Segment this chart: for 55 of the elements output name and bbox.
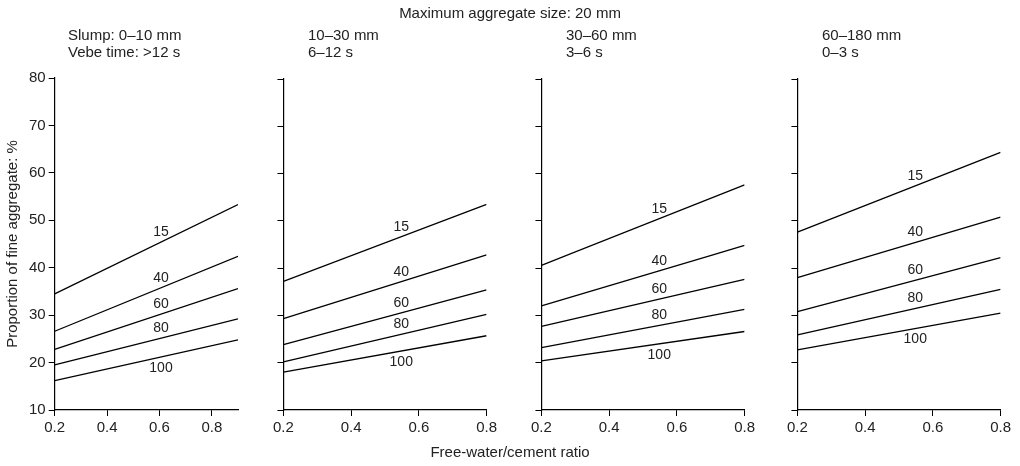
chart-title: 60–180 mm — [822, 26, 902, 43]
x-tick-label: 0.8 — [476, 418, 497, 436]
x-tick-label: 0.6 — [922, 418, 944, 436]
x-tick-label: 0.2 — [787, 418, 808, 436]
chart-title: 10–30 mm — [308, 26, 379, 43]
x-tick-label: 0.8 — [990, 418, 1011, 436]
series-label: 15 — [651, 199, 668, 216]
series-label: 80 — [907, 289, 924, 306]
y-tick-label: 50 — [29, 210, 46, 228]
x-tick-label: 0.2 — [44, 418, 66, 436]
y-tick-label: 10 — [29, 400, 46, 418]
y-tick-label: 40 — [29, 257, 46, 275]
series-label: 40 — [907, 223, 924, 240]
x-tick-label: 0.8 — [201, 418, 223, 436]
x-tick-label: 0.2 — [273, 418, 294, 436]
series-label: 40 — [153, 268, 169, 285]
series-label: 15 — [907, 166, 924, 183]
series-label: 40 — [393, 262, 410, 279]
x-tick-label: 0.4 — [598, 418, 620, 436]
series-label: 15 — [153, 222, 169, 239]
series-label: 80 — [393, 315, 410, 332]
series-label: 100 — [647, 345, 672, 362]
series-label: 80 — [153, 319, 169, 336]
text: Maximum aggregate size: 20 mm — [398, 4, 622, 21]
chart-subtitle: Vebe time: >12 s — [68, 43, 182, 60]
series-label: 100 — [389, 352, 414, 369]
chart-title: Slump: 0–10 mm — [68, 26, 182, 43]
y-tick-label: 60 — [29, 163, 46, 180]
y-tick-label: 80 — [29, 68, 46, 86]
series-label: 60 — [393, 293, 410, 310]
series-label: 100 — [149, 358, 173, 375]
series-label: 100 — [903, 330, 928, 347]
y-tick-label: 20 — [29, 352, 46, 370]
series-label: 80 — [651, 306, 668, 323]
series-label: 60 — [907, 261, 924, 278]
y-axis-title: Proportion of fine aggregate: % — [3, 140, 21, 348]
x-tick-label: 0.2 — [531, 418, 552, 436]
chart-subtitle: 6–12 s — [308, 43, 355, 60]
series-label: 15 — [393, 217, 410, 234]
chart-subtitle: 3–6 s — [566, 43, 604, 60]
chart-title: 30–60 mm — [566, 26, 637, 43]
x-tick-label: 0.6 — [149, 418, 170, 436]
y-tick-label: 70 — [29, 115, 46, 133]
series-label: 60 — [651, 280, 668, 297]
x-tick-label: 0.4 — [854, 418, 876, 436]
series-label: 60 — [153, 294, 169, 311]
x-tick-label: 0.4 — [96, 418, 118, 436]
x-axis-title: Free-water/cement ratio — [429, 443, 591, 460]
x-tick-label: 0.8 — [734, 418, 755, 436]
y-tick-label: 30 — [29, 305, 46, 323]
x-tick-label: 0.6 — [408, 418, 430, 436]
x-tick-label: 0.6 — [666, 418, 688, 436]
chart-subtitle: 0–3 s — [822, 43, 860, 60]
series-label: 40 — [651, 251, 668, 268]
x-tick-label: 0.4 — [340, 418, 362, 436]
